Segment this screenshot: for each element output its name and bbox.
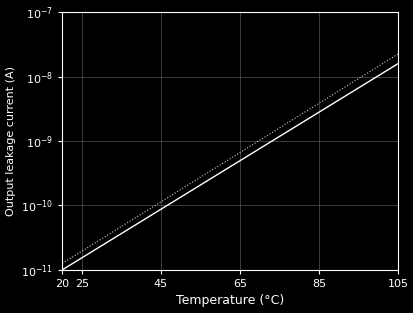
X-axis label: Temperature (°C): Temperature (°C) xyxy=(176,295,284,307)
Y-axis label: Output leakage current (A): Output leakage current (A) xyxy=(5,66,16,216)
